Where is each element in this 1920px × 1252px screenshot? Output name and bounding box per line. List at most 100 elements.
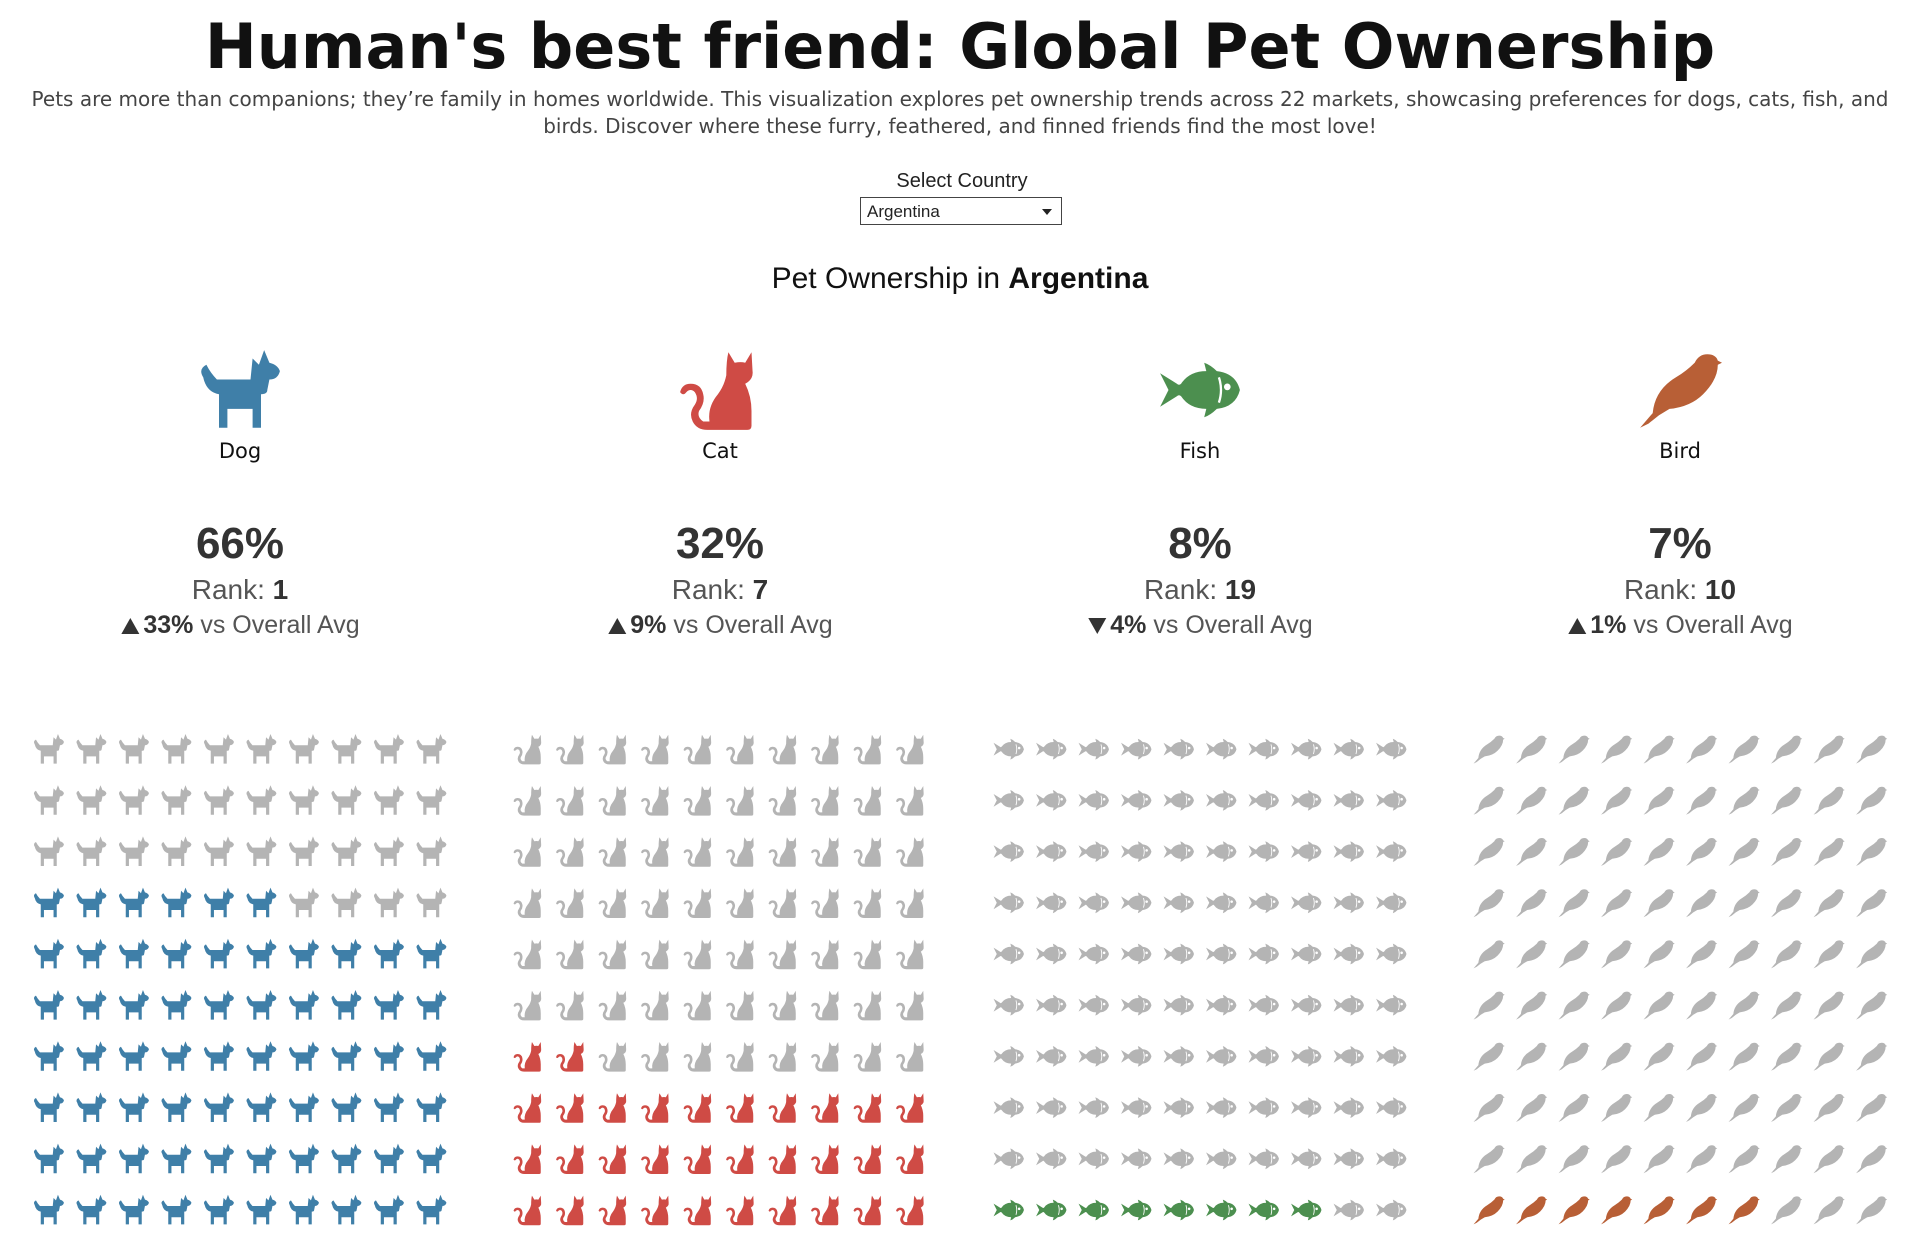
rank-label: Rank: xyxy=(1144,574,1225,605)
bird-waffle-cell-empty xyxy=(1643,1042,1675,1071)
bird-waffle-cell-empty xyxy=(1558,838,1590,866)
fish-waffle-cell-empty xyxy=(993,891,1025,914)
fish-waffle-cell-empty xyxy=(1078,1045,1110,1068)
chevron-down-icon xyxy=(1042,209,1052,215)
dog-waffle-cell-empty xyxy=(373,836,404,866)
cat-waffle-cell-filled xyxy=(768,1093,797,1123)
country-select[interactable]: Argentina xyxy=(860,197,1062,225)
dog-waffle-cell-empty xyxy=(246,734,277,764)
cat-waffle-cell-empty xyxy=(683,888,712,918)
pet-percentage: 8% xyxy=(1168,519,1232,568)
fish-waffle-cell-empty xyxy=(1035,789,1067,812)
cat-waffle-cell-empty xyxy=(768,990,797,1021)
dog-icon xyxy=(201,350,280,428)
dog-waffle-cell-empty xyxy=(118,734,149,764)
cat-waffle-cell-filled xyxy=(726,1195,754,1226)
dog-waffle-cell-filled xyxy=(373,1092,404,1122)
fish-waffle-cell-empty xyxy=(1163,1147,1195,1170)
cat-waffle-cell-empty xyxy=(853,734,882,765)
cat-waffle-cell-filled xyxy=(598,1195,627,1226)
rank-label: Rank: xyxy=(672,574,753,605)
fish-waffle-cell-empty xyxy=(1248,943,1280,965)
fish-waffle-cell-empty xyxy=(1078,994,1110,1017)
dog-waffle-cell-filled xyxy=(288,1092,319,1122)
fish-waffle-cell-empty xyxy=(1078,891,1110,914)
fish-waffle-cell-filled xyxy=(1248,1199,1280,1221)
bird-waffle-cell-empty xyxy=(1771,1094,1803,1122)
compare-suffix: vs Overall Avg xyxy=(193,611,359,639)
bird-waffle-cell-filled xyxy=(1643,1196,1675,1225)
cat-waffle-cell-empty xyxy=(896,888,924,918)
dog-waffle-cell-empty xyxy=(331,887,362,918)
bird-waffle-cell-empty xyxy=(1473,1094,1505,1122)
fish-waffle-cell-empty xyxy=(1163,789,1195,812)
bird-waffle-cell-empty xyxy=(1473,786,1505,815)
cat-waffle-cell-empty xyxy=(683,1042,712,1072)
dog-waffle-cell-filled xyxy=(33,938,64,969)
cat-waffle-cell-empty xyxy=(513,939,542,970)
cat-waffle-cell-filled xyxy=(811,1195,839,1226)
cat-waffle-cell-empty xyxy=(726,990,754,1021)
fish-waffle-cell-empty xyxy=(1163,738,1195,761)
dog-waffle-cell-empty xyxy=(373,734,404,764)
cat-waffle-cell-empty xyxy=(641,888,669,918)
dog-waffle-cell-filled xyxy=(288,1041,319,1071)
pet-percentage: 32% xyxy=(676,519,764,568)
fish-waffle-cell-empty xyxy=(1035,1147,1067,1170)
dog-waffle-cell-filled xyxy=(161,1041,192,1071)
fish-waffle-cell-empty xyxy=(1290,1096,1322,1119)
bird-waffle-cell-empty xyxy=(1856,940,1888,969)
bird-waffle-cell-empty xyxy=(1728,991,1760,1020)
compare-suffix: vs Overall Avg xyxy=(1626,611,1792,639)
fish-waffle-cell-empty xyxy=(1163,891,1195,914)
bird-waffle-cell-empty xyxy=(1643,838,1675,866)
bird-waffle-cell-empty xyxy=(1813,735,1845,764)
fish-waffle-cell-empty xyxy=(1205,789,1237,812)
bird-waffle-cell-empty xyxy=(1516,1042,1548,1071)
bird-waffle-cell-empty xyxy=(1601,786,1633,815)
fish-waffle-cell-empty xyxy=(1120,994,1152,1017)
fish-waffle-cell-empty xyxy=(1078,840,1110,863)
dog-waffle-cell-filled xyxy=(76,938,107,969)
cat-waffle-cell-empty xyxy=(853,786,882,816)
fish-waffle-cell-empty xyxy=(1248,1096,1280,1119)
bird-waffle-cell-empty xyxy=(1516,1145,1548,1174)
bird-waffle-cell-empty xyxy=(1728,889,1760,918)
bird-waffle-cell-empty xyxy=(1856,838,1888,866)
bird-waffle-cell-empty xyxy=(1813,1042,1845,1071)
dog-waffle-cell-filled xyxy=(33,887,64,918)
chart-heading: Pet Ownership in Argentina xyxy=(0,262,1920,296)
bird-waffle-cell-empty xyxy=(1771,1145,1803,1174)
cat-waffle-cell-empty xyxy=(513,734,542,765)
cat-waffle-cell-filled xyxy=(641,1093,669,1123)
compare-suffix: vs Overall Avg xyxy=(1146,611,1312,639)
cat-waffle-cell-empty xyxy=(683,990,712,1021)
fish-waffle-cell-empty xyxy=(1333,738,1365,761)
dog-waffle-cell-empty xyxy=(246,785,277,815)
cat-waffle-cell-filled xyxy=(556,1093,584,1123)
cat-waffle-cell-empty xyxy=(726,734,754,765)
bird-waffle-cell-empty xyxy=(1516,735,1548,764)
fish-waffle-cell-empty xyxy=(1333,1147,1365,1170)
fish-waffle-cell-empty xyxy=(1163,840,1195,863)
cat-waffle-cell-empty xyxy=(811,1042,839,1072)
fish-waffle-cell-empty xyxy=(1290,1045,1322,1068)
dog-waffle-cell-filled xyxy=(161,1143,192,1174)
dog-waffle-cell-empty xyxy=(416,887,447,918)
cat-waffle-cell-empty xyxy=(598,837,627,867)
fish-waffle-cell-filled xyxy=(1078,1199,1110,1221)
cat-waffle-cell-filled xyxy=(683,1093,712,1123)
bird-waffle-cell-empty xyxy=(1558,735,1590,764)
fish-waffle-cell-empty xyxy=(1248,840,1280,863)
cat-waffle-cell-empty xyxy=(768,888,797,918)
dog-waffle-cell-empty xyxy=(33,734,64,764)
delta-value: 33% xyxy=(143,611,193,639)
rank-value: 10 xyxy=(1705,574,1736,605)
dog-waffle-cell-filled xyxy=(118,990,149,1020)
dog-waffle-cell-filled xyxy=(416,938,447,969)
bird-waffle-cell-empty xyxy=(1728,940,1760,969)
bird-waffle-cell-filled xyxy=(1473,1196,1505,1225)
cat-waffle-cell-filled xyxy=(726,1093,754,1123)
fish-waffle-cell-empty xyxy=(1120,1147,1152,1170)
dog-waffle-cell-empty xyxy=(118,836,149,866)
